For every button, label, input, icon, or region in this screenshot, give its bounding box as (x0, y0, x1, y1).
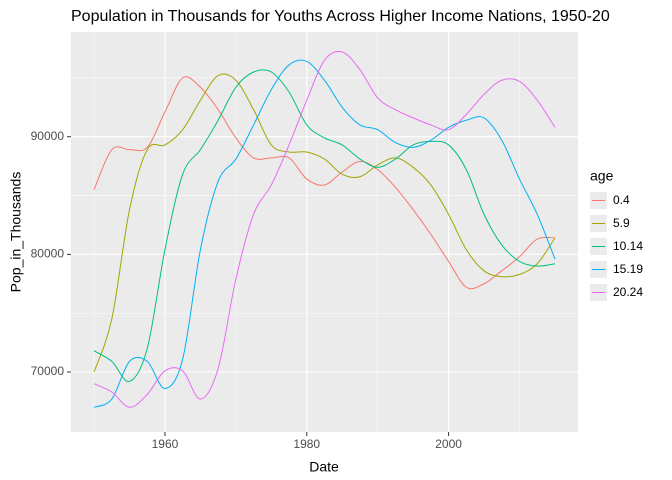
series-line (93, 59, 556, 408)
x-tick-label: 2000 (435, 437, 462, 451)
legend-label: 5.9 (613, 216, 630, 230)
series-line (93, 69, 556, 382)
series-line (93, 73, 556, 373)
legend-label: 15.19 (613, 262, 643, 276)
series-line (93, 76, 555, 290)
y-tick-label: 70000 (31, 364, 65, 378)
x-tick-label: 1960 (152, 437, 179, 451)
legend-label: 10.14 (613, 239, 643, 253)
y-tick-label: 90000 (31, 129, 65, 143)
x-tick-label: 1980 (293, 437, 320, 451)
y-axis-label: Pop_in_Thousands (8, 172, 24, 293)
legend-label: 20.24 (613, 285, 643, 299)
series-line (93, 50, 556, 408)
chart-title: Population in Thousands for Youths Acros… (71, 8, 610, 25)
legend-title: age (590, 168, 614, 184)
x-axis-label: Date (309, 459, 339, 475)
y-tick-label: 80000 (31, 247, 65, 261)
legend-label: 0.4 (613, 193, 630, 207)
